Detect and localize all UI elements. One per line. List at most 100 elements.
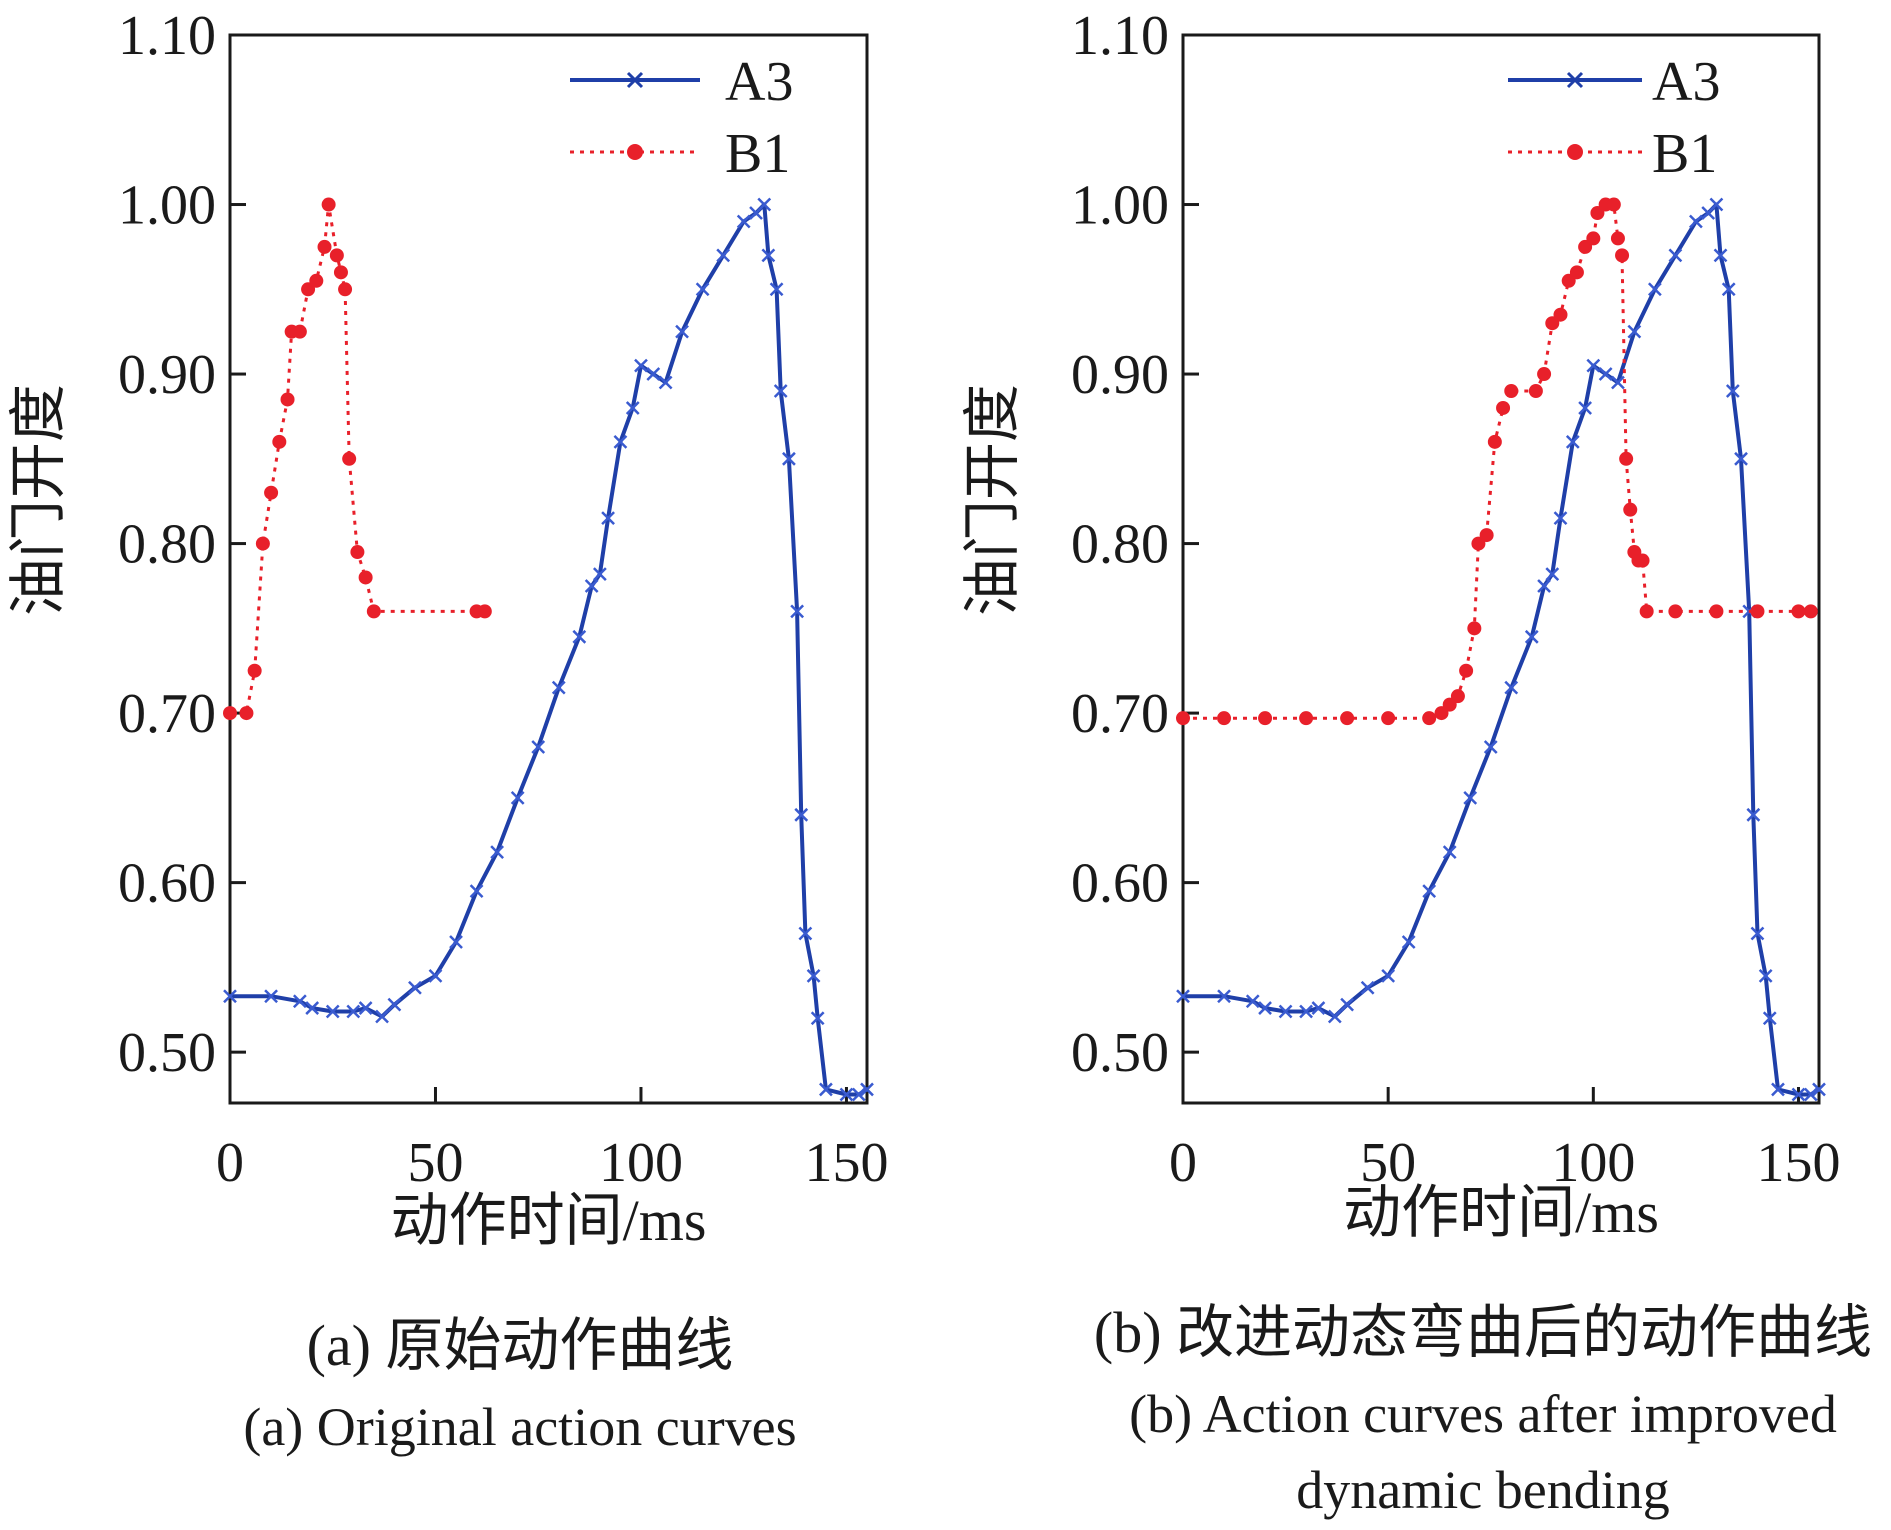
data-point: [1668, 604, 1683, 619]
data-point: [325, 1004, 340, 1019]
data-point: [1381, 968, 1396, 983]
x-tick-label: 50: [407, 1132, 463, 1194]
data-point: [675, 324, 689, 339]
data-point: [247, 663, 262, 678]
data-point: [1611, 375, 1625, 390]
y-tick-label: 0.90: [1071, 344, 1169, 406]
x-tick-label: 150: [1756, 1132, 1840, 1194]
y-tick-label: 0.70: [118, 683, 216, 745]
data-point: [531, 740, 546, 754]
data-point: [223, 989, 237, 1004]
legend-marker-A3: [1566, 71, 1584, 89]
data-point: [1401, 935, 1416, 949]
data-point: [1537, 367, 1552, 382]
data-point: [1586, 358, 1601, 373]
data-point: [646, 367, 661, 381]
data-point: [1750, 926, 1765, 941]
x-tick-label: 100: [1551, 1132, 1635, 1194]
plot-frame: [1181, 33, 1821, 1105]
x-axis-title: 动作时间/ms: [391, 1188, 707, 1253]
data-point: [1647, 282, 1662, 297]
data-point: [264, 485, 279, 500]
data-point: [810, 1011, 825, 1026]
data-point: [1803, 1087, 1818, 1102]
data-point: [375, 1009, 389, 1024]
data-point: [625, 401, 640, 415]
data-point: [280, 392, 295, 407]
data-point: [1479, 528, 1494, 543]
data-point: [510, 790, 525, 805]
series-A3: [223, 197, 874, 1102]
data-point: [1496, 400, 1511, 415]
data-point: [408, 980, 422, 995]
data-point: [584, 579, 599, 593]
data-point: [1668, 248, 1683, 263]
legend-label-A3: A3: [725, 51, 793, 113]
data-point: [819, 1082, 833, 1097]
legend-label-A3: A3: [1652, 51, 1720, 113]
x-tick-label: 100: [599, 1132, 683, 1194]
data-point: [264, 989, 278, 1004]
series-B1: [223, 197, 492, 721]
y-tick-label: 0.70: [1071, 683, 1169, 745]
data-point: [1245, 994, 1260, 1009]
data-point: [572, 629, 587, 644]
data-point: [860, 1082, 874, 1097]
data-point: [1721, 282, 1736, 297]
y-tick-label: 1.00: [1071, 175, 1169, 237]
x-tick-label: 0: [216, 1132, 244, 1194]
x-tick-label: 150: [804, 1132, 888, 1194]
series-line-B1: [230, 203, 485, 715]
data-point: [613, 434, 628, 449]
data-point: [1340, 997, 1355, 1012]
data-point: [305, 1001, 320, 1015]
data-point: [342, 451, 357, 466]
data-point: [1713, 248, 1728, 263]
data-point: [1709, 604, 1724, 619]
panel-b: 0.50 0.60 0.70 0.80 0.90 1.00 1.10 0 50 100 150 动作时…: [960, 5, 1872, 1520]
y-tick-label: 0.60: [1071, 853, 1169, 915]
data-point: [428, 968, 443, 983]
data-point: [1734, 451, 1748, 466]
data-point: [329, 248, 344, 263]
data-point: [1360, 980, 1375, 995]
data-point: [769, 282, 784, 297]
data-point: [1746, 807, 1761, 822]
data-point: [1725, 384, 1740, 398]
y-tick-label: 1.10: [1071, 5, 1169, 67]
caption-chinese: (a) 原始动作曲线: [307, 1313, 734, 1378]
data-point: [1610, 231, 1625, 246]
data-point: [1258, 711, 1273, 726]
data-point: [551, 680, 566, 695]
x-tick-label: 0: [1169, 1132, 1197, 1194]
data-point: [716, 248, 731, 263]
data-point: [851, 1087, 866, 1102]
data-point: [794, 807, 809, 822]
data-point: [1565, 434, 1580, 449]
data-point: [1176, 711, 1190, 726]
data-point: [490, 845, 505, 859]
legend-label-B1: B1: [1652, 123, 1717, 185]
data-point: [1504, 384, 1519, 398]
data-point: [239, 706, 254, 721]
data-point: [309, 273, 324, 288]
data-point: [449, 935, 463, 949]
data-point: [255, 536, 270, 551]
data-point: [469, 884, 484, 898]
y-axis-title: 油门开度: [960, 384, 1025, 616]
data-point: [782, 451, 796, 466]
caption-english: (b) Action curves after improved dynamic …: [1129, 1384, 1837, 1520]
data-point: [634, 358, 648, 373]
data-point: [1524, 629, 1539, 644]
data-point: [1619, 451, 1634, 466]
legend-marker-B1: [627, 144, 643, 160]
data-point: [1422, 884, 1437, 898]
y-tick-label: 0.60: [118, 853, 216, 915]
data-point: [1340, 711, 1355, 726]
data-point: [1639, 604, 1654, 619]
y-tick-label: 1.00: [118, 175, 216, 237]
legend-marker-A3: [626, 71, 644, 89]
data-point: [1217, 989, 1231, 1004]
